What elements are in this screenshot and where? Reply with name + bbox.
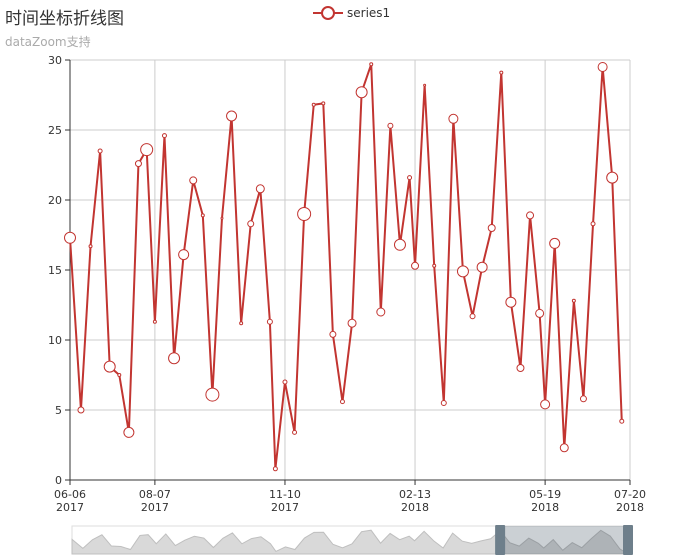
data-point[interactable] [189,176,198,185]
data-point[interactable] [423,83,427,87]
data-point[interactable] [292,429,298,435]
data-point[interactable] [178,249,190,261]
data-point[interactable] [347,318,357,328]
data-point[interactable] [376,307,386,317]
y-tick-label: 15 [48,264,62,277]
data-point[interactable] [432,263,437,268]
y-tick-label: 10 [48,334,62,347]
x-tick-year-label: 2017 [141,501,169,514]
data-point[interactable] [369,62,374,67]
data-point[interactable] [499,70,504,75]
x-tick-year-label: 2018 [401,501,429,514]
data-point[interactable] [487,224,496,232]
data-point[interactable] [540,399,551,410]
y-tick-label: 20 [48,194,62,207]
data-point[interactable] [103,360,116,373]
data-point[interactable] [97,148,103,154]
datazoom-window[interactable] [500,526,628,554]
datazoom-handle-start[interactable] [495,525,506,555]
chart-subtitle: dataZoom支持 [5,35,91,49]
data-point[interactable] [117,373,122,377]
x-tick-label: 02-13 [399,488,431,501]
data-point[interactable] [597,62,608,72]
data-point[interactable] [152,319,157,324]
data-point[interactable] [549,237,561,249]
y-tick-label: 25 [48,124,62,137]
data-point[interactable] [205,387,220,402]
y-tick-label: 30 [48,54,62,67]
data-point[interactable] [393,238,406,251]
x-tick-year-label: 2018 [616,501,644,514]
data-point[interactable] [606,171,619,184]
data-point[interactable] [456,265,469,278]
data-point[interactable] [476,261,488,273]
data-point[interactable] [88,244,93,249]
x-tick-label: 05-19 [529,488,561,501]
data-point[interactable] [448,113,459,124]
data-point[interactable] [200,213,205,218]
y-tick-label: 0 [55,474,62,487]
data-point[interactable] [440,400,447,406]
data-point[interactable] [64,231,76,244]
x-tick-label: 06-06 [54,488,86,501]
x-tick-label: 11-10 [269,488,301,501]
data-point[interactable] [387,122,394,129]
data-point[interactable] [123,426,135,438]
data-point[interactable] [355,86,368,99]
data-point[interactable] [134,160,142,168]
data-point[interactable] [161,133,167,139]
x-tick-year-label: 2017 [271,501,299,514]
chart-title: 时间坐标折线图 [5,9,124,29]
data-point[interactable] [220,216,224,220]
data-point[interactable] [77,406,85,414]
x-tick-label: 07-20 [614,488,646,501]
datazoom-handle-end[interactable] [623,525,633,555]
data-point[interactable] [321,101,326,106]
data-point[interactable] [516,364,525,372]
x-tick-label: 08-07 [139,488,171,501]
data-point[interactable] [535,308,545,318]
data-point[interactable] [579,395,587,403]
data-point[interactable] [297,207,312,221]
data-point[interactable] [505,296,517,308]
data-point[interactable] [469,313,476,320]
series1-line [69,63,623,470]
data-point[interactable] [266,318,273,325]
data-point[interactable] [255,184,265,194]
legend-item-series1[interactable]: series1 [313,5,390,21]
x-tick-year-label: 2018 [531,501,559,514]
data-point[interactable] [590,221,596,227]
data-point[interactable] [168,352,181,365]
data-point[interactable] [619,418,625,424]
data-point[interactable] [329,330,337,338]
data-point[interactable] [140,143,154,157]
datazoom-mini-series [71,529,630,555]
data-point[interactable] [571,298,576,303]
data-point[interactable] [311,102,316,107]
legend-line-circle-icon [313,6,343,20]
legend-label: series1 [347,6,391,20]
data-point[interactable] [411,261,420,270]
data-point[interactable] [339,399,345,405]
data-point[interactable] [272,466,278,472]
data-point[interactable] [526,211,535,220]
data-point[interactable] [559,443,569,453]
data-point[interactable] [226,110,238,122]
data-point[interactable] [239,321,244,326]
data-point[interactable] [282,379,288,385]
x-tick-year-label: 2017 [56,501,84,514]
data-point[interactable] [247,220,255,228]
data-point[interactable] [407,175,413,181]
y-tick-label: 5 [55,404,62,417]
